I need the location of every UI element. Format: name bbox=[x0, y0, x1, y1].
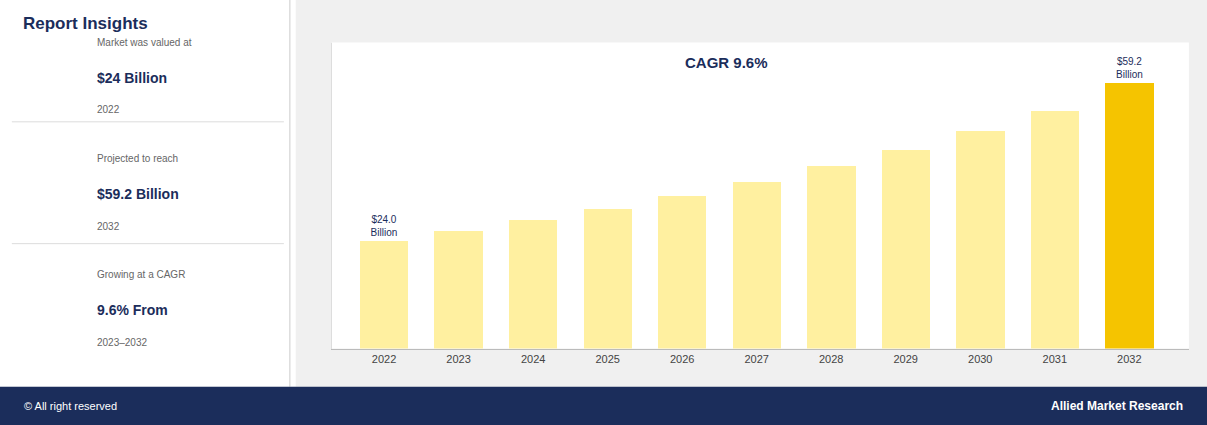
svg-text:Allied Market Research: Allied Market Research bbox=[1051, 399, 1183, 413]
svg-text:2032: 2032 bbox=[97, 221, 120, 232]
svg-text:9.6% From: 9.6% From bbox=[97, 302, 168, 318]
svg-text:2023–2032: 2023–2032 bbox=[97, 337, 147, 348]
svg-text:$59.2Billion: $59.2Billion bbox=[1116, 56, 1143, 80]
svg-text:Projected to reach: Projected to reach bbox=[97, 153, 178, 164]
svg-text:$59.2 Billion: $59.2 Billion bbox=[97, 186, 179, 202]
svg-text:2026: 2026 bbox=[670, 353, 694, 365]
svg-text:2029: 2029 bbox=[893, 353, 917, 365]
svg-text:2022: 2022 bbox=[97, 104, 120, 115]
svg-text:2028: 2028 bbox=[819, 353, 843, 365]
svg-text:2024: 2024 bbox=[521, 353, 545, 365]
svg-text:$24.0Billion: $24.0Billion bbox=[371, 214, 398, 238]
svg-text:2027: 2027 bbox=[744, 353, 768, 365]
svg-text:2023: 2023 bbox=[446, 353, 470, 365]
svg-text:CAGR 9.6%: CAGR 9.6% bbox=[685, 54, 768, 71]
svg-text:2030: 2030 bbox=[968, 353, 992, 365]
svg-text:2025: 2025 bbox=[595, 353, 619, 365]
svg-text:Market was valued at: Market was valued at bbox=[97, 37, 192, 48]
svg-text:2032: 2032 bbox=[1117, 353, 1141, 365]
svg-text:$24 Billion: $24 Billion bbox=[97, 70, 167, 86]
svg-text:© All right reserved: © All right reserved bbox=[24, 400, 117, 412]
svg-text:2022: 2022 bbox=[372, 353, 396, 365]
svg-text:Growing at a CAGR: Growing at a CAGR bbox=[97, 269, 185, 280]
svg-text:2031: 2031 bbox=[1043, 353, 1067, 365]
svg-text:Report Insights: Report Insights bbox=[23, 14, 148, 33]
